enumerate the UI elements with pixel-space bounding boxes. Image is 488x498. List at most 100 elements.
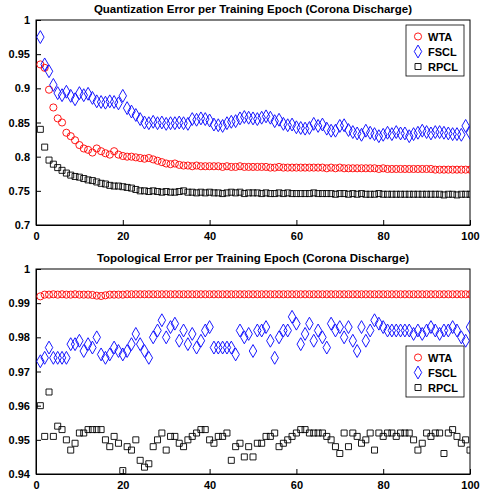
- scatter-point: [119, 89, 126, 102]
- scatter-point: [71, 93, 78, 106]
- scatter-point: [50, 433, 56, 439]
- scatter-point: [37, 293, 44, 300]
- scatter-point: [328, 291, 335, 298]
- scatter-point: [414, 126, 421, 139]
- x-tick-label: 0: [33, 230, 39, 242]
- scatter-point: [401, 324, 408, 337]
- scatter-point: [454, 433, 460, 439]
- scatter-point: [288, 291, 295, 298]
- scatter-point: [319, 331, 326, 344]
- x-tick-mark: [210, 469, 211, 474]
- scatter-point: [93, 331, 100, 344]
- scatter-point: [89, 149, 96, 156]
- scatter-point: [440, 166, 447, 173]
- scatter-point: [193, 291, 200, 298]
- scatter-point: [328, 437, 334, 443]
- x-tick-label: 80: [378, 479, 390, 491]
- scatter-point: [380, 191, 386, 197]
- scatter-point: [236, 291, 243, 298]
- legend-box: [406, 25, 464, 76]
- x-tick: 40: [204, 220, 216, 242]
- scatter-point: [67, 133, 74, 140]
- scatter-point: [288, 164, 295, 171]
- scatter-point: [463, 191, 469, 197]
- scatter-point: [345, 321, 352, 334]
- scatter-point: [176, 291, 183, 298]
- scatter-point: [215, 341, 222, 354]
- y-tick: 0.85: [9, 117, 41, 129]
- scatter-point: [80, 291, 87, 298]
- scatter-point: [63, 170, 69, 176]
- scatter-point: [406, 291, 413, 298]
- chart-canvas: Quantization Error per Training Epoch (C…: [0, 0, 488, 498]
- scatter-point: [467, 191, 470, 197]
- x-tick-mark: [470, 469, 471, 474]
- scatter-point: [228, 291, 235, 298]
- chart-panel: Topological Error per Training Epoch (Co…: [9, 252, 480, 491]
- scatter-point: [372, 447, 378, 453]
- scatter-point: [189, 327, 196, 340]
- scatter-point: [388, 324, 395, 337]
- scatter-point: [315, 291, 322, 298]
- scatter-point: [89, 427, 95, 433]
- scatter-point: [54, 351, 61, 364]
- y-tick-mark: [36, 54, 41, 55]
- scatter-point: [367, 291, 374, 298]
- y-tick: 0.7: [15, 219, 41, 231]
- scatter-point: [171, 317, 178, 330]
- scatter-point: [76, 174, 82, 180]
- scatter-point: [162, 331, 169, 344]
- scatter-point: [384, 165, 391, 172]
- scatter-point: [432, 191, 438, 197]
- x-axis-line: [37, 225, 471, 226]
- scatter-point: [46, 157, 52, 163]
- scatter-point: [267, 191, 273, 197]
- legend: WTAFSCLRPCL: [406, 25, 464, 76]
- scatter-point: [332, 124, 339, 137]
- scatter-point: [297, 338, 304, 351]
- scatter-point: [141, 291, 148, 298]
- scatter-point: [449, 166, 456, 173]
- scatter-point: [441, 451, 447, 457]
- scatter-point: [310, 334, 317, 347]
- legend-label: FSCL: [428, 46, 457, 58]
- scatter-point: [323, 122, 330, 135]
- scatter-point: [385, 191, 391, 197]
- scatter-point: [424, 191, 430, 197]
- scatter-point: [353, 345, 360, 358]
- scatter-point: [393, 165, 400, 172]
- scatter-point: [76, 334, 83, 347]
- scatter-point: [262, 321, 269, 334]
- scatter-point: [145, 154, 152, 161]
- legend-label: RPCL: [428, 382, 458, 394]
- x-tick-mark: [123, 220, 124, 225]
- scatter-point: [302, 291, 309, 298]
- scatter-point: [37, 403, 43, 409]
- scatter-point: [107, 444, 113, 450]
- legend-label: FSCL: [428, 367, 457, 379]
- scatter-point: [310, 117, 317, 130]
- plot-frame: [36, 269, 470, 474]
- scatter-point: [341, 430, 347, 436]
- scatter-point: [445, 291, 452, 298]
- scatter-point: [197, 291, 204, 298]
- y-tick: 1: [24, 263, 41, 275]
- scatter-point: [120, 468, 126, 474]
- scatter-point: [384, 324, 391, 337]
- chart-title: Topological Error per Training Epoch (Co…: [97, 252, 409, 264]
- scatter-point: [249, 291, 256, 298]
- scatter-point: [167, 117, 174, 130]
- scatter-point: [259, 440, 265, 446]
- scatter-point: [254, 163, 261, 170]
- scatter-point: [249, 345, 256, 358]
- series-2: [37, 389, 470, 474]
- scatter-point: [315, 191, 321, 197]
- scatter-point: [98, 427, 104, 433]
- y-tick-label: 0.7: [15, 219, 30, 231]
- scatter-point: [341, 165, 348, 172]
- scatter-point: [219, 341, 226, 354]
- scatter-point: [241, 291, 248, 298]
- scatter-point: [358, 165, 365, 172]
- x-tick-mark: [383, 220, 384, 225]
- plot-area: [37, 31, 470, 198]
